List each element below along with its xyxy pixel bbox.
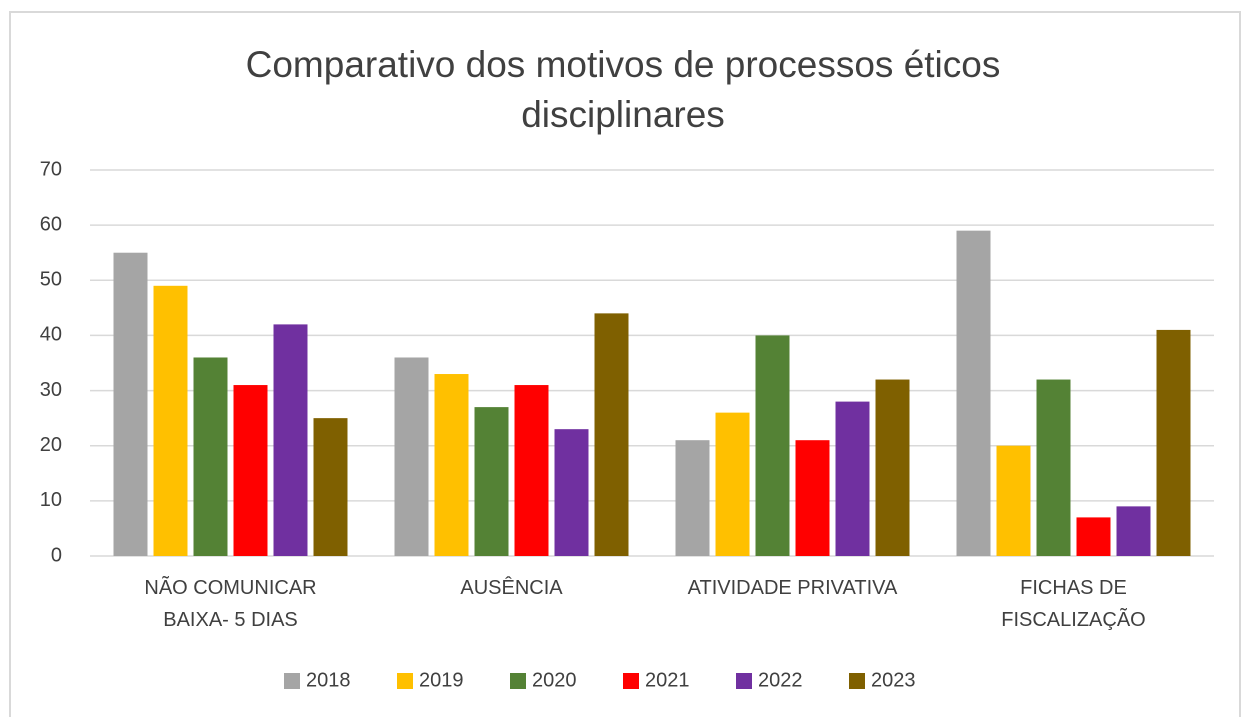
bar xyxy=(1036,379,1071,556)
y-tick-label: 10 xyxy=(40,489,62,511)
legend-label: 2020 xyxy=(532,669,577,691)
bar xyxy=(313,418,348,556)
chart-frame xyxy=(9,11,1241,717)
x-tick-label: ATIVIDADE PRIVATIVA xyxy=(687,577,898,599)
legend-swatch xyxy=(284,673,300,689)
bar xyxy=(193,357,228,556)
legend-swatch xyxy=(510,673,526,689)
chart-title: Comparativo dos motivos de processos éti… xyxy=(245,44,1001,135)
bar xyxy=(1076,517,1111,556)
bar xyxy=(434,374,469,556)
legend-swatch xyxy=(397,673,413,689)
bar xyxy=(554,429,589,556)
bar xyxy=(474,407,509,556)
y-tick-label: 50 xyxy=(40,269,62,291)
bar xyxy=(755,335,790,556)
legend-label: 2021 xyxy=(645,669,690,691)
bar xyxy=(594,313,629,556)
bar xyxy=(795,440,830,556)
y-tick-label: 30 xyxy=(40,379,62,401)
bar xyxy=(273,324,308,556)
legend-label: 2022 xyxy=(758,669,803,691)
bar xyxy=(875,379,910,556)
bar xyxy=(1116,506,1151,556)
legend-swatch xyxy=(736,673,752,689)
y-tick-label: 0 xyxy=(51,544,62,566)
bar xyxy=(233,385,268,556)
y-tick-label: 20 xyxy=(40,434,62,456)
y-tick-label: 70 xyxy=(40,158,62,180)
x-tick-label: FICHAS DE FISCALIZAÇÃO xyxy=(1001,577,1146,631)
legend-label: 2018 xyxy=(306,669,351,691)
bar xyxy=(675,440,710,556)
y-tick-label: 60 xyxy=(40,213,62,235)
legend-swatch xyxy=(849,673,865,689)
bar xyxy=(996,445,1031,556)
bar xyxy=(113,252,148,556)
legend-label: 2023 xyxy=(871,669,916,691)
bar xyxy=(956,230,991,556)
y-tick-label: 40 xyxy=(40,324,62,346)
legend-label: 2019 xyxy=(419,669,464,691)
bar xyxy=(394,357,429,556)
legend-swatch xyxy=(623,673,639,689)
bar xyxy=(835,401,870,556)
bar xyxy=(514,385,549,556)
bar xyxy=(153,285,188,556)
x-tick-label: AUSÊNCIA xyxy=(460,577,563,599)
bar xyxy=(715,412,750,556)
x-tick-label: NÃO COMUNICAR BAIXA- 5 DIAS xyxy=(144,577,317,631)
bar xyxy=(1156,329,1191,556)
